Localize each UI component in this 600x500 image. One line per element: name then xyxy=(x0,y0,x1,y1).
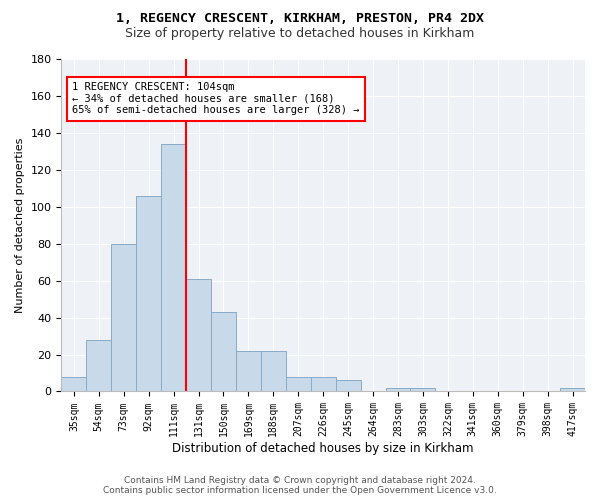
Y-axis label: Number of detached properties: Number of detached properties xyxy=(15,138,25,313)
Text: Size of property relative to detached houses in Kirkham: Size of property relative to detached ho… xyxy=(125,28,475,40)
Bar xyxy=(211,312,236,392)
Bar xyxy=(560,388,585,392)
Bar xyxy=(86,340,111,392)
Text: 1 REGENCY CRESCENT: 104sqm
← 34% of detached houses are smaller (168)
65% of sem: 1 REGENCY CRESCENT: 104sqm ← 34% of deta… xyxy=(72,82,359,116)
Bar xyxy=(410,388,436,392)
Bar xyxy=(186,279,211,392)
Text: Contains HM Land Registry data © Crown copyright and database right 2024.
Contai: Contains HM Land Registry data © Crown c… xyxy=(103,476,497,495)
X-axis label: Distribution of detached houses by size in Kirkham: Distribution of detached houses by size … xyxy=(172,442,474,455)
Bar xyxy=(61,376,86,392)
Text: 1, REGENCY CRESCENT, KIRKHAM, PRESTON, PR4 2DX: 1, REGENCY CRESCENT, KIRKHAM, PRESTON, P… xyxy=(116,12,484,26)
Bar xyxy=(111,244,136,392)
Bar xyxy=(161,144,186,392)
Bar xyxy=(335,380,361,392)
Bar xyxy=(261,351,286,392)
Bar xyxy=(236,351,261,392)
Bar xyxy=(386,388,410,392)
Bar xyxy=(286,376,311,392)
Bar xyxy=(136,196,161,392)
Bar xyxy=(311,376,335,392)
